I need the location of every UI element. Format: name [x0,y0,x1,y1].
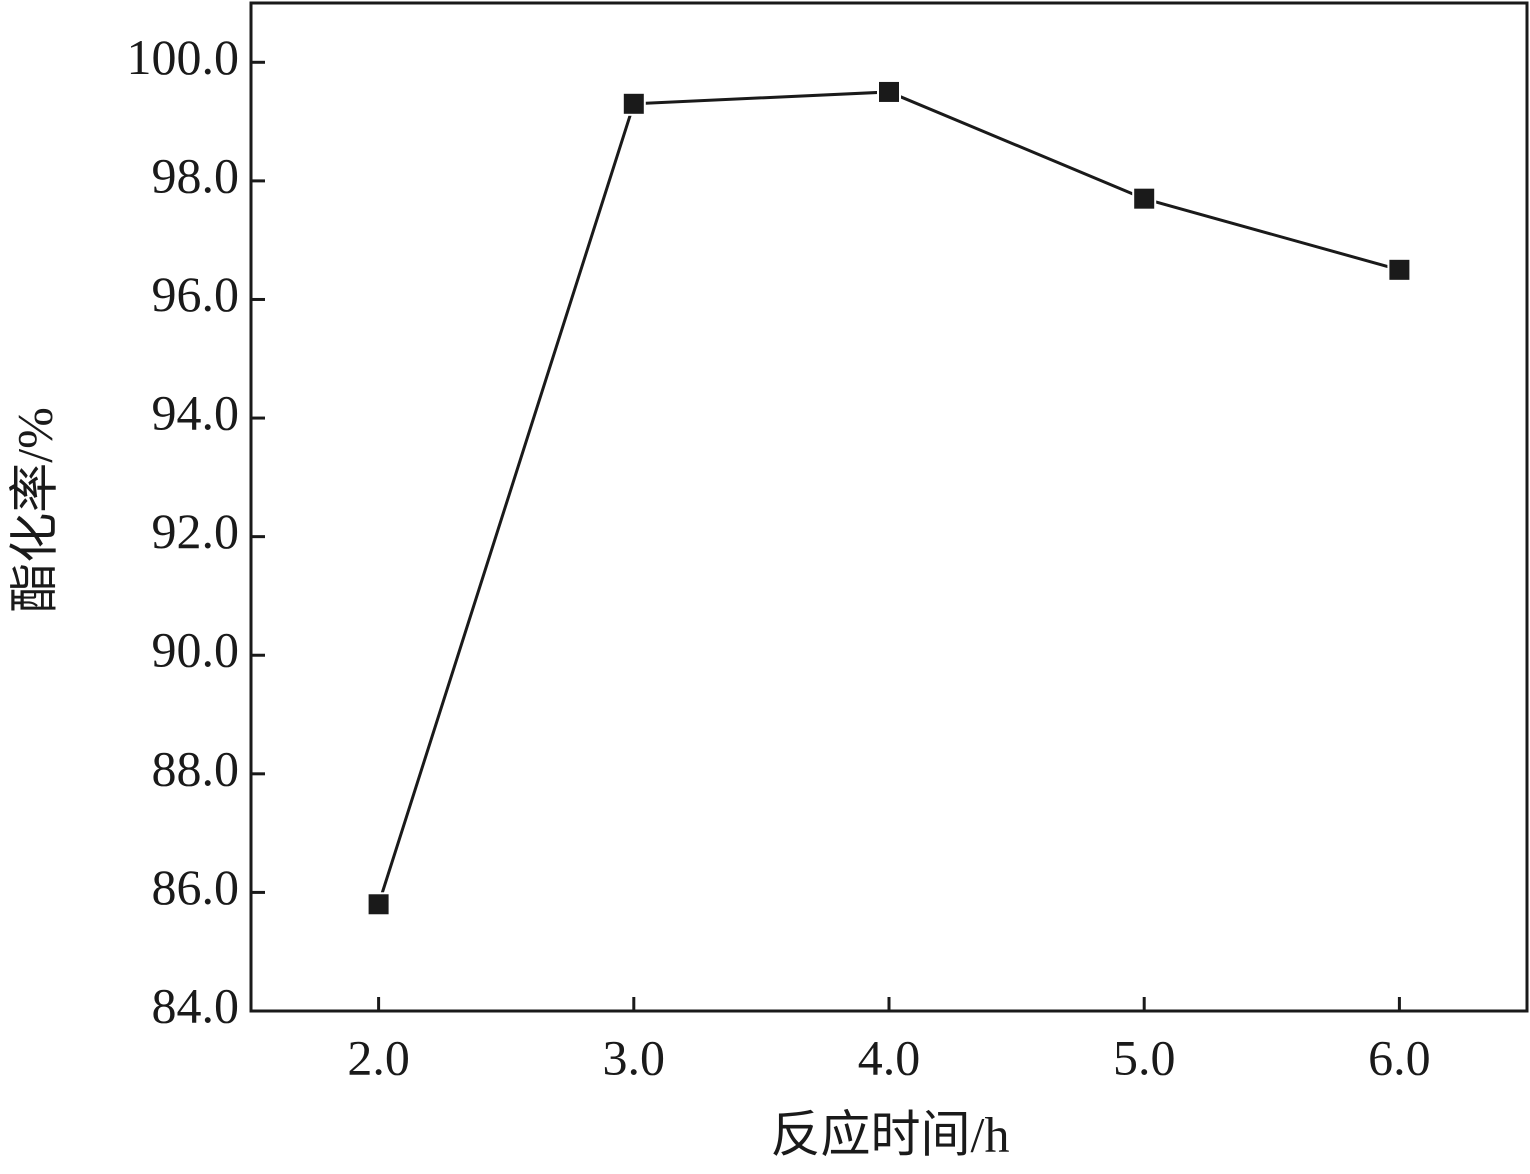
y-tick-label: 92.0 [152,503,240,559]
y-tick-label: 86.0 [152,859,240,915]
x-tick-label: 2.0 [347,1029,410,1085]
y-tick-label: 98.0 [152,147,240,203]
y-tick-label: 90.0 [152,622,240,678]
y-tick-label: 84.0 [152,977,240,1033]
x-tick-label: 6.0 [1368,1029,1431,1085]
marker [1387,257,1412,282]
marker [1132,186,1157,211]
x-axis-label: 反应时间/h [771,1106,1010,1162]
y-tick-label: 94.0 [152,385,240,441]
x-tick-label: 3.0 [603,1029,666,1085]
y-tick-label: 100.0 [127,29,240,85]
series-line [377,90,1400,905]
marker [877,79,901,104]
x-tick-label: 5.0 [1113,1029,1176,1085]
y-tick-label: 88.0 [152,740,240,796]
plot-frame [249,1,1529,1013]
marker [366,892,391,917]
marker [621,91,646,116]
x-tick-label: 4.0 [858,1029,921,1085]
y-axis-label: 酯化率/% [6,407,62,613]
y-tick-label: 96.0 [152,266,240,322]
